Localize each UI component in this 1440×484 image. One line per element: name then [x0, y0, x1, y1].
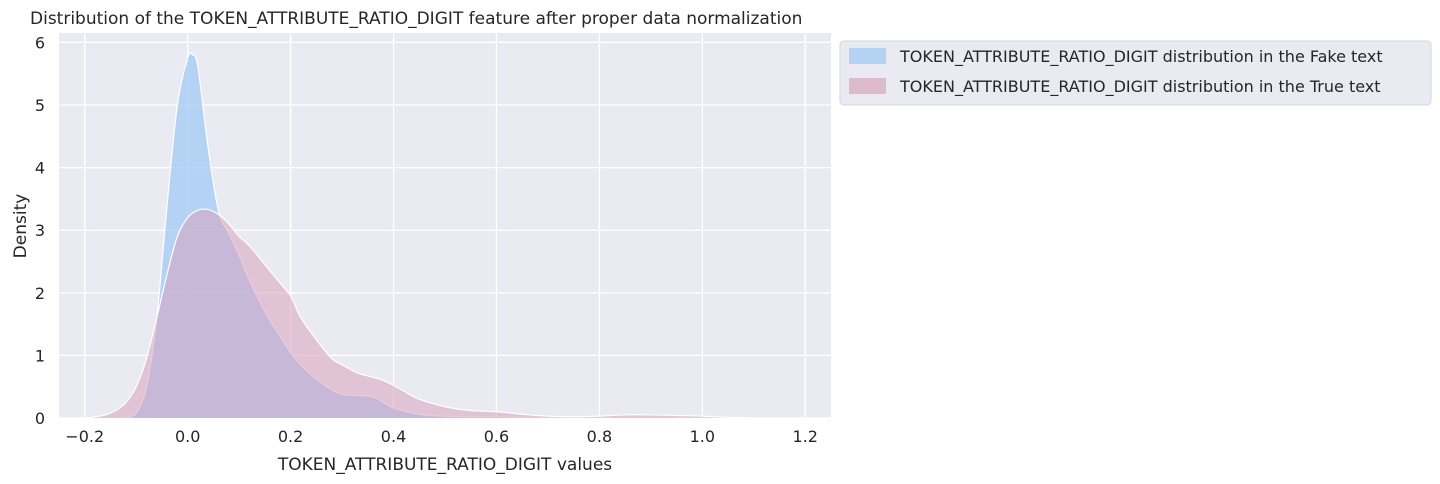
- chart-title: Distribution of the TOKEN_ATTRIBUTE_RATI…: [30, 9, 802, 29]
- x-axis-label: TOKEN_ATTRIBUTE_RATIO_DIGIT values: [277, 455, 612, 475]
- x-tick-label: 0.4: [381, 427, 406, 446]
- x-tick-label: 0.2: [278, 427, 303, 446]
- density-area-true: [84, 209, 754, 418]
- x-tick-labels: −0.2 0.0 0.2 0.4 0.6 0.8 1.0 1.2: [65, 427, 818, 446]
- x-tick-label: 1.2: [793, 427, 818, 446]
- y-axis-label: Density: [11, 194, 31, 259]
- density-line-true: [84, 208, 754, 419]
- density-areas: [84, 52, 754, 419]
- y-tick-label: 6: [35, 33, 45, 52]
- y-tick-label: 2: [35, 284, 45, 303]
- y-tick-label: 5: [35, 96, 45, 115]
- legend-swatch-fake: [849, 48, 886, 64]
- legend-label-fake: TOKEN_ATTRIBUTE_RATIO_DIGIT distribution…: [899, 47, 1383, 67]
- y-tick-labels: 0 1 2 3 4 5 6: [35, 33, 45, 428]
- legend: TOKEN_ATTRIBUTE_RATIO_DIGIT distribution…: [839, 40, 1432, 106]
- legend-frame: [839, 40, 1432, 106]
- x-tick-label: −0.2: [65, 427, 104, 446]
- x-tick-label: 1.0: [690, 427, 715, 446]
- y-tick-label: 3: [35, 221, 45, 240]
- x-tick-label: 0.6: [484, 427, 509, 446]
- y-tick-label: 0: [35, 409, 45, 428]
- y-tick-label: 1: [35, 346, 45, 365]
- x-tick-label: 0.8: [587, 427, 612, 446]
- y-tick-label: 4: [35, 159, 45, 178]
- legend-swatch-true: [849, 78, 886, 94]
- legend-label-true: TOKEN_ATTRIBUTE_RATIO_DIGIT distribution…: [899, 77, 1381, 97]
- x-tick-label: 0.0: [175, 427, 200, 446]
